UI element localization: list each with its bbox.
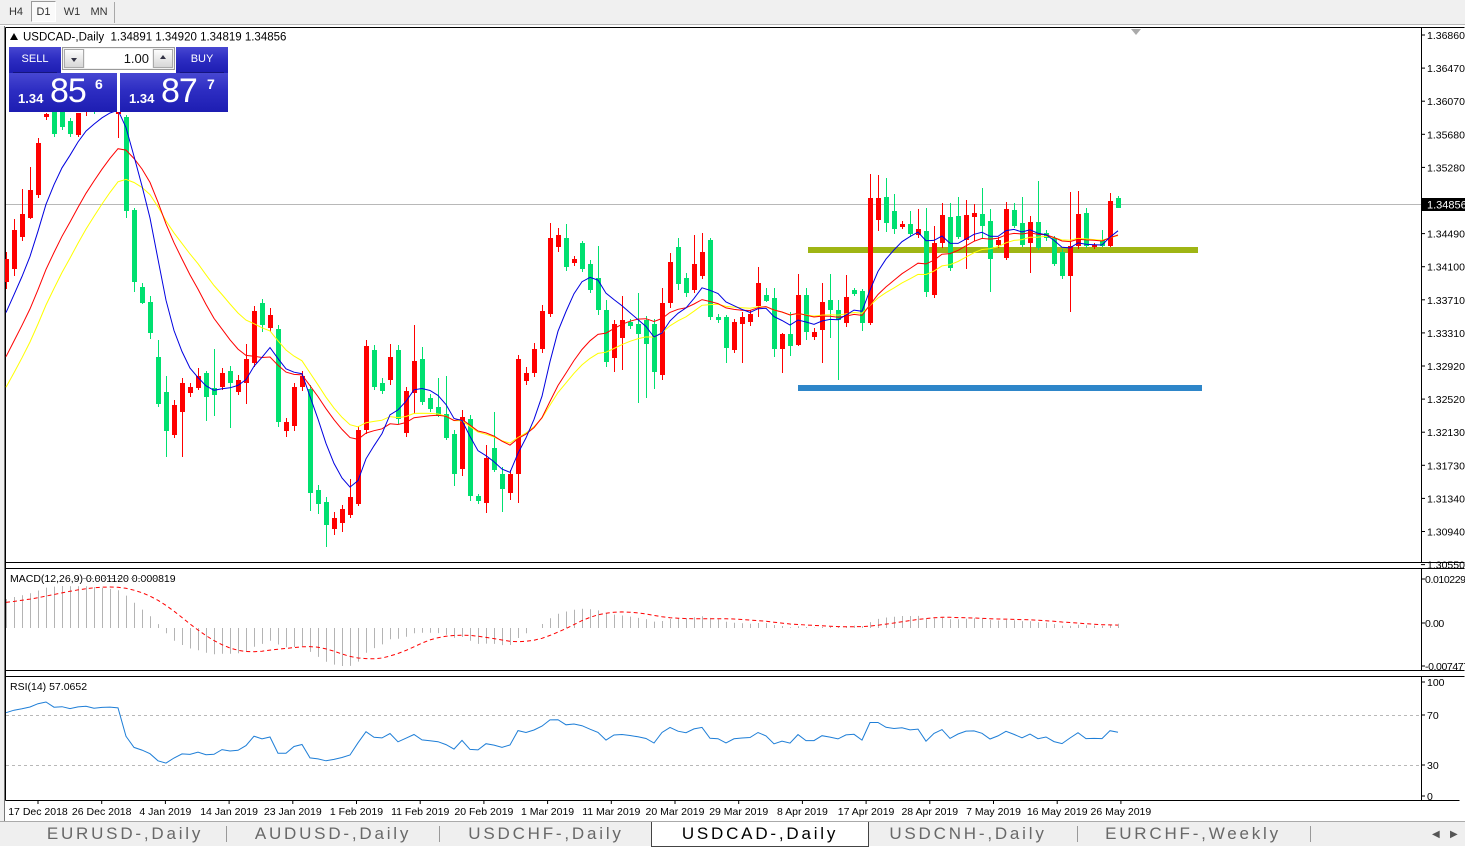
- svg-text:1.36860: 1.36860: [1427, 30, 1465, 42]
- svg-text:30: 30: [1427, 760, 1439, 772]
- svg-text:11 Feb 2019: 11 Feb 2019: [391, 806, 449, 818]
- svg-text:1.34100: 1.34100: [1427, 262, 1465, 274]
- svg-text:1.31730: 1.31730: [1427, 460, 1465, 472]
- svg-text:20 Feb 2019: 20 Feb 2019: [454, 806, 513, 818]
- svg-text:1 Feb 2019: 1 Feb 2019: [330, 806, 383, 818]
- svg-text:1.34856: 1.34856: [1427, 200, 1465, 212]
- svg-text:1 Mar 2019: 1 Mar 2019: [521, 806, 574, 818]
- svg-text:1.36470: 1.36470: [1427, 63, 1465, 75]
- svg-text:14 Jan 2019: 14 Jan 2019: [200, 806, 258, 818]
- svg-text:1.35280: 1.35280: [1427, 162, 1465, 174]
- svg-text:20 Mar 2019: 20 Mar 2019: [646, 806, 705, 818]
- svg-text:11 Mar 2019: 11 Mar 2019: [582, 806, 640, 818]
- svg-text:26 May 2019: 26 May 2019: [1091, 806, 1152, 818]
- svg-text:26 Dec 2018: 26 Dec 2018: [72, 806, 132, 818]
- svg-text:16 May 2019: 16 May 2019: [1027, 806, 1088, 818]
- svg-text:8 Apr 2019: 8 Apr 2019: [777, 806, 828, 818]
- svg-text:7 May 2019: 7 May 2019: [966, 806, 1021, 818]
- svg-text:1.34490: 1.34490: [1427, 229, 1465, 241]
- svg-text:1.32130: 1.32130: [1427, 427, 1465, 439]
- svg-text:0.010229: 0.010229: [1425, 574, 1465, 586]
- svg-text:23 Jan 2019: 23 Jan 2019: [264, 806, 322, 818]
- svg-text:17 Dec 2018: 17 Dec 2018: [8, 806, 68, 818]
- svg-text:1.36070: 1.36070: [1427, 96, 1465, 108]
- svg-text:29 Mar 2019: 29 Mar 2019: [709, 806, 768, 818]
- svg-text:4 Jan 2019: 4 Jan 2019: [139, 806, 191, 818]
- svg-text:1.33310: 1.33310: [1427, 328, 1465, 340]
- svg-text:0.00: 0.00: [1425, 618, 1444, 630]
- svg-text:1.30550: 1.30550: [1427, 560, 1465, 572]
- svg-text:1.33710: 1.33710: [1427, 295, 1465, 307]
- svg-text:1.30940: 1.30940: [1427, 527, 1465, 539]
- svg-text:70: 70: [1427, 710, 1439, 722]
- svg-text:28 Apr 2019: 28 Apr 2019: [901, 806, 958, 818]
- svg-text:1.32920: 1.32920: [1427, 361, 1465, 373]
- svg-text:17 Apr 2019: 17 Apr 2019: [838, 806, 895, 818]
- svg-text:RSI(14) 57.0652: RSI(14) 57.0652: [10, 681, 87, 693]
- svg-text:1.32520: 1.32520: [1427, 394, 1465, 406]
- svg-text:100: 100: [1427, 677, 1445, 689]
- svg-text:1.31340: 1.31340: [1427, 493, 1465, 505]
- svg-text:1.35680: 1.35680: [1427, 129, 1465, 141]
- svg-text:0: 0: [1427, 791, 1433, 803]
- svg-text:-0.007477: -0.007477: [1425, 661, 1465, 673]
- svg-text:USDCAD-,Daily 1.34891 1.34920: USDCAD-,Daily 1.34891 1.34920 1.34819 1.…: [23, 32, 286, 44]
